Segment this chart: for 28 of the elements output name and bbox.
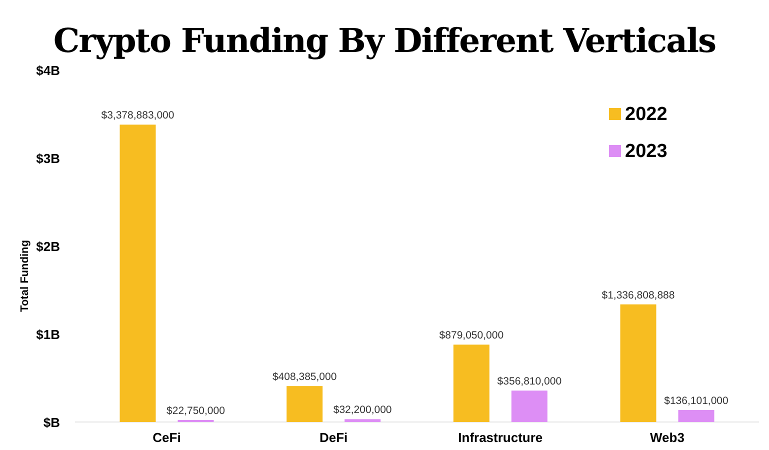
legend-label: 2022 <box>625 104 668 125</box>
data-label: $879,050,000 <box>439 330 504 342</box>
x-tick-label: Infrastructure <box>458 430 543 445</box>
bar <box>620 304 656 422</box>
x-tick-label: DeFi <box>320 430 348 445</box>
data-label: $408,385,000 <box>272 371 337 384</box>
y-tick-label: $B <box>43 415 60 430</box>
bar <box>511 390 548 422</box>
bar <box>453 344 490 422</box>
y-tick-label: $2B <box>36 239 60 254</box>
data-label: $32,200,000 <box>333 404 392 416</box>
y-tick-label: $3B <box>36 151 60 166</box>
legend-label: 2023 <box>625 141 668 162</box>
data-label: $1,336,808,888 <box>602 289 675 302</box>
data-label: $3,378,883,000 <box>101 110 174 122</box>
y-tick-label: $4B <box>36 63 60 78</box>
chart-title: Crypto Funding By Different Verticals <box>53 21 716 60</box>
bar <box>120 124 156 422</box>
bar <box>286 386 323 422</box>
data-label: $356,810,000 <box>497 376 562 388</box>
bar <box>344 419 381 422</box>
y-tick-label: $1B <box>36 327 60 342</box>
bar <box>678 410 714 422</box>
data-label: $136,101,000 <box>664 395 729 408</box>
x-tick-label: Web3 <box>650 430 684 445</box>
y-axis-title: Total Funding <box>19 240 31 312</box>
data-label: $22,750,000 <box>166 405 226 417</box>
x-tick-label: CeFi <box>152 430 181 445</box>
